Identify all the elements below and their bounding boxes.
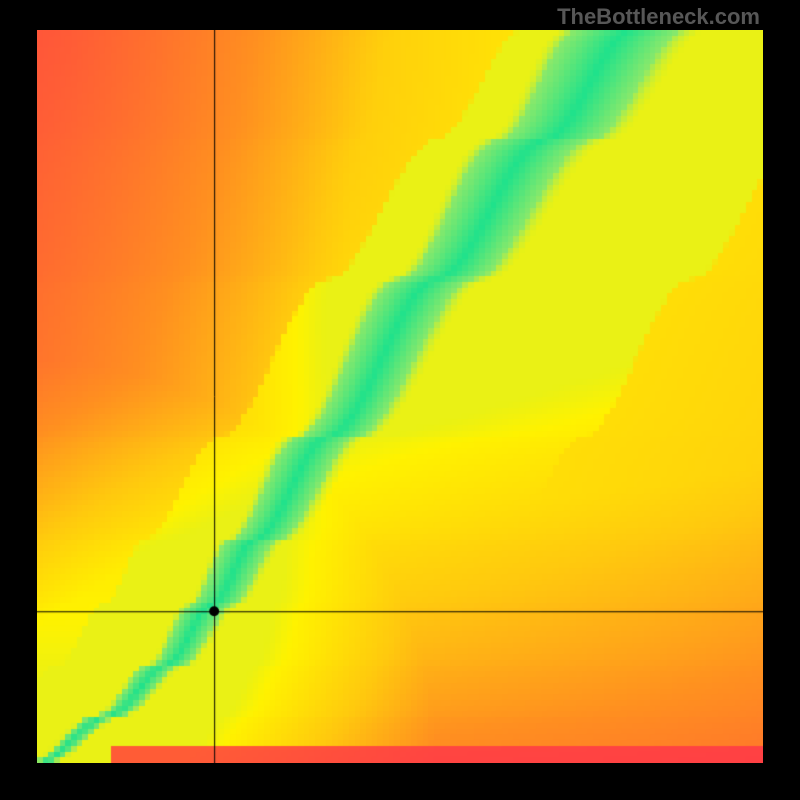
chart-container: TheBottleneck.com (0, 0, 800, 800)
bottleneck-heatmap-canvas (37, 30, 763, 763)
watermark-text: TheBottleneck.com (557, 4, 760, 30)
